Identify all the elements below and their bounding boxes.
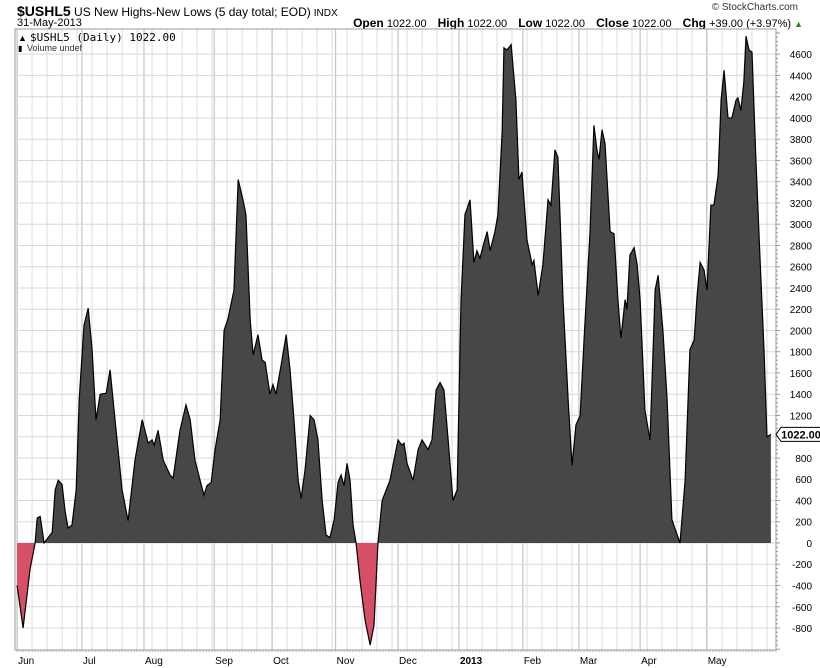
y-tick-label: 200	[795, 518, 812, 529]
ohlc-summary: Open 1022.00 High 1022.00 Low 1022.00 Cl…	[345, 16, 803, 30]
symbol: $USHL5	[17, 3, 71, 19]
series-line	[16, 35, 772, 646]
y-tick-label: 400	[795, 496, 812, 507]
x-tick-label: Feb	[524, 656, 542, 667]
legend: ▲ $USHL5 (Daily) 1022.00 ▮ Volume undef	[18, 31, 176, 53]
y-tick-label: -200	[792, 560, 812, 571]
y-tick-label: 600	[795, 475, 812, 486]
x-tick-label: Jul	[83, 656, 96, 667]
x-tick-label: Oct	[273, 656, 289, 667]
y-tick-label: 1400	[790, 390, 813, 401]
y-tick-label: -800	[792, 624, 812, 635]
high-label: High	[437, 16, 465, 30]
y-tick-label: 2000	[790, 326, 813, 337]
x-tick-label: 2013	[460, 656, 483, 667]
low-value: 1022.00	[545, 18, 586, 30]
x-tick-label: Mar	[580, 656, 598, 667]
last-value-box	[775, 426, 820, 442]
positive-area	[17, 36, 771, 543]
y-tick-label: 800	[795, 454, 812, 465]
last-value-marker: 1022.00	[775, 426, 820, 442]
y-tick-label: 2600	[790, 263, 813, 274]
y-tick-label: 4600	[790, 50, 813, 61]
y-tick-label: 1600	[790, 369, 813, 380]
y-axis: -800 -600 -400 -200 0 200 400 600 800 1200 1400 160…	[776, 32, 813, 650]
chart-date: 31-May-2013	[17, 17, 82, 29]
copyright: © StockCharts.com	[711, 2, 798, 13]
low-label: Low	[518, 16, 543, 30]
y-tick-label: 2400	[790, 284, 813, 295]
x-tick-label: Sep	[215, 656, 233, 667]
y-tick-label: 2200	[790, 305, 813, 316]
y-tick-label: 4000	[790, 114, 813, 125]
x-tick-label: Jun	[18, 656, 34, 667]
volume-bars-icon: ▮	[18, 44, 22, 53]
high-value: 1022.00	[467, 18, 508, 30]
open-label: Open	[353, 16, 384, 30]
legend-volume: Volume undef	[27, 43, 83, 53]
y-tick-label: 2800	[790, 241, 813, 252]
area-legend-icon: ▲	[18, 33, 27, 43]
legend-series: $USHL5 (Daily) 1022.00	[30, 31, 176, 44]
y-tick-label: 4400	[790, 71, 813, 82]
chg-value: +39.00 (+3.97%)	[709, 18, 792, 30]
x-tick-label: Dec	[399, 656, 417, 667]
close-value: 1022.00	[631, 18, 672, 30]
y-tick-label: -600	[792, 603, 812, 614]
x-tick-label: Apr	[641, 656, 657, 667]
area-series	[16, 35, 772, 646]
y-tick-label: -400	[792, 581, 812, 592]
up-triangle-icon: ▲	[794, 19, 803, 29]
chart-title: $USHL5 US New Highs-New Lows (5 day tota…	[17, 3, 338, 19]
y-tick-label: 3200	[790, 199, 813, 210]
x-tick-label: Aug	[145, 656, 163, 667]
y-tick-label: 3000	[790, 220, 813, 231]
close-label: Close	[596, 16, 629, 30]
y-tick-label: 3800	[790, 135, 813, 146]
chg-label: Chg	[682, 16, 706, 30]
y-tick-label: 3400	[790, 178, 813, 189]
y-tick-label: 1800	[790, 348, 813, 359]
x-tick-label: Nov	[337, 656, 355, 667]
y-tick-label: 3600	[790, 156, 813, 167]
index-name: US New Highs-New Lows (5 day total; EOD)	[74, 5, 311, 19]
x-tick-label: May	[708, 656, 727, 667]
open-value: 1022.00	[386, 18, 427, 30]
last-value-label: 1022.00	[781, 429, 820, 441]
x-axis: Jun Jul Aug Sep Oct Nov Dec 2013 Feb Mar Apr May	[16, 650, 777, 667]
y-tick-label: 4200	[790, 93, 813, 104]
exchange: INDX	[313, 8, 338, 19]
y-tick-label: 0	[806, 539, 812, 550]
y-tick-label: 1200	[790, 411, 813, 422]
